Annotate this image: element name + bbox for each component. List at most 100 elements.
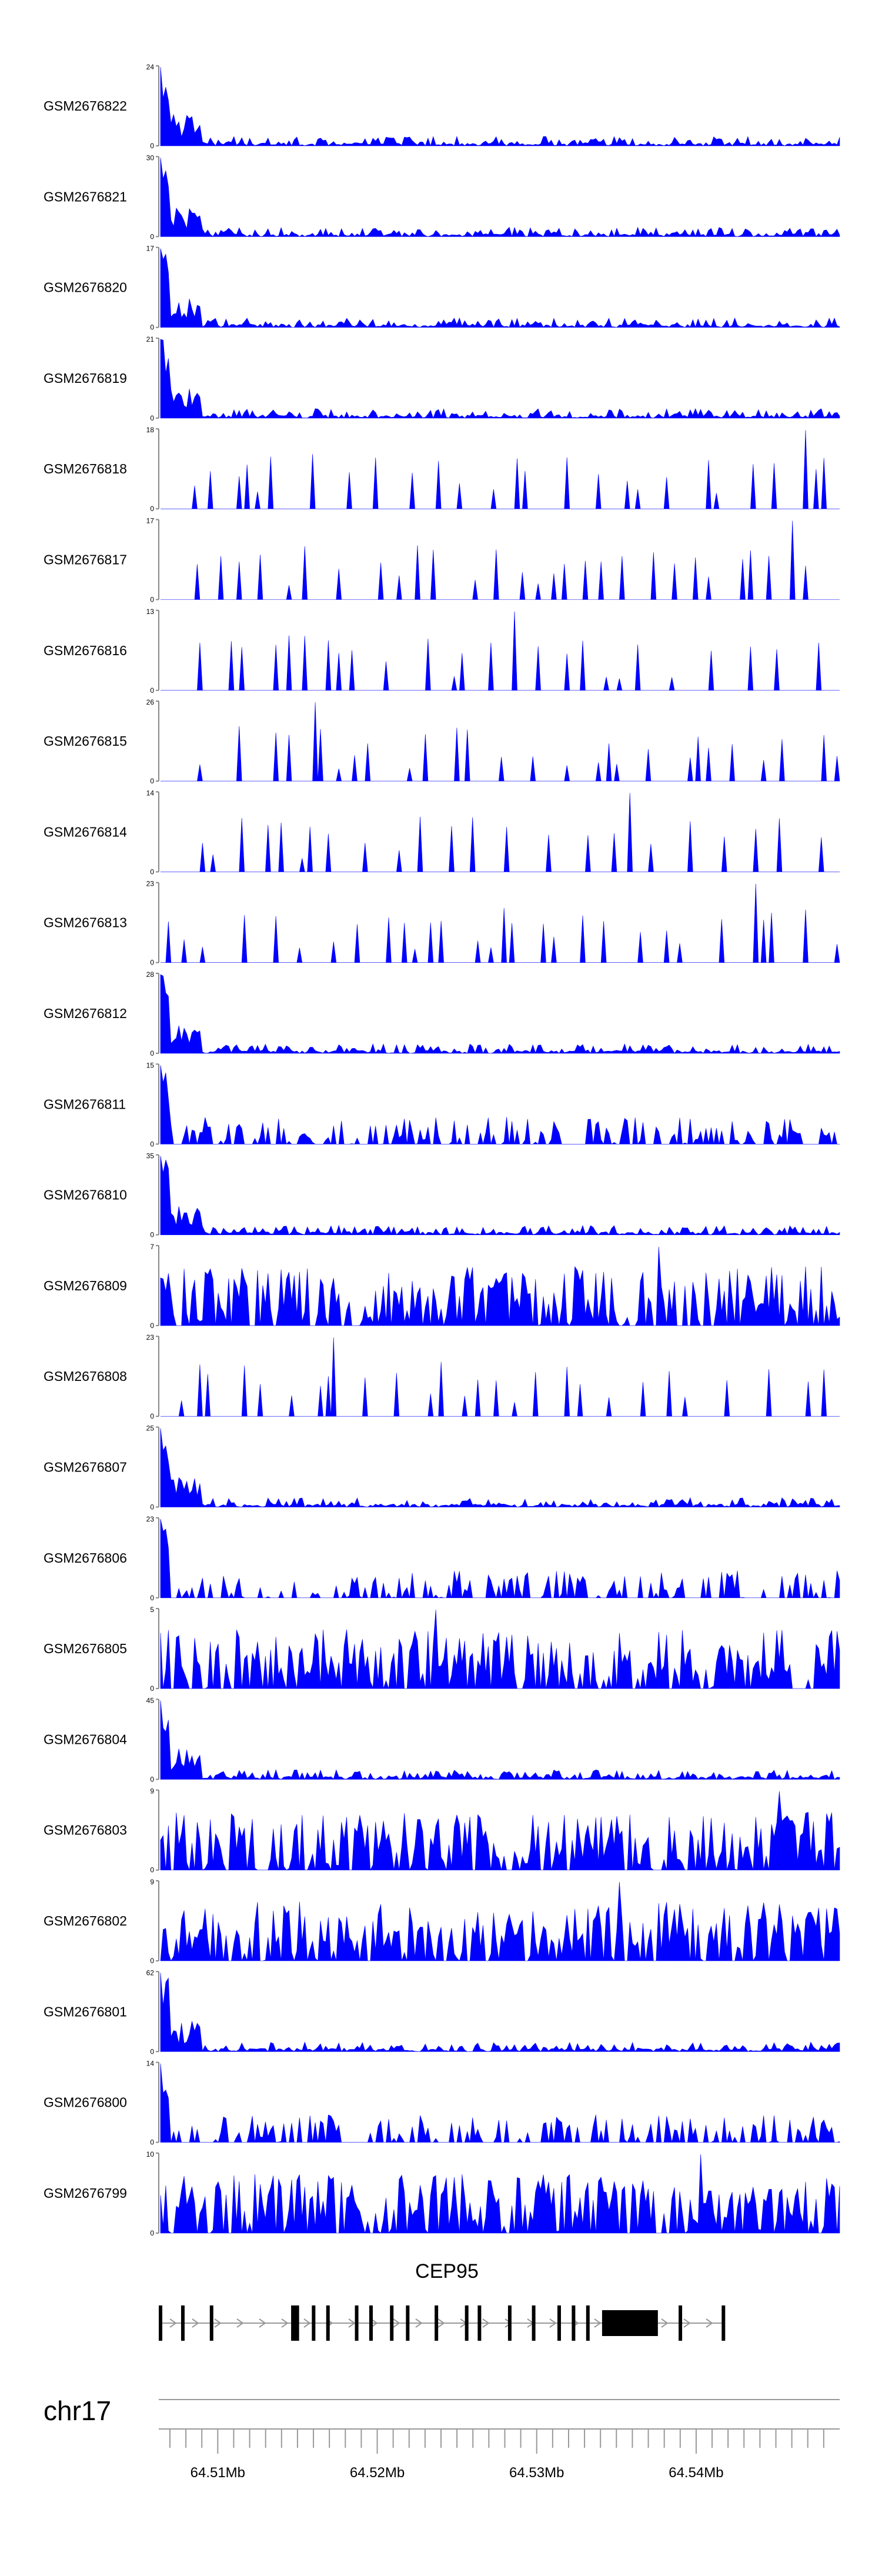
strand-arrow xyxy=(281,2318,289,2328)
track-y-max-label: 9 xyxy=(150,1787,154,1796)
track-y-max-label: 14 xyxy=(146,789,155,797)
strand-arrow xyxy=(415,2318,423,2328)
gene-exon xyxy=(507,2305,512,2341)
track-y-max-label: 7 xyxy=(150,1243,154,1251)
track-label: GSM2676817 xyxy=(44,552,127,568)
coverage-track: GSM2676821 30 0 xyxy=(44,154,840,241)
track-label: GSM2676804 xyxy=(44,1731,127,1747)
gene-exon xyxy=(209,2305,213,2341)
coverage-track: GSM2676805 5 0 xyxy=(44,1606,840,1693)
strand-arrow xyxy=(683,2318,691,2328)
gene-exon xyxy=(406,2305,410,2341)
track-y-max-label: 13 xyxy=(146,608,155,616)
gene-exon xyxy=(465,2305,469,2341)
track-label: GSM2676809 xyxy=(44,1278,127,1293)
coverage-track: GSM2676803 9 0 xyxy=(44,1787,840,1874)
gene-exon xyxy=(326,2305,330,2341)
track-label: GSM2676800 xyxy=(44,2095,127,2110)
strand-arrow xyxy=(549,2318,557,2328)
track-y-max-label: 62 xyxy=(146,1968,155,1977)
gene-exon xyxy=(369,2305,373,2341)
track-y-zero-label: 0 xyxy=(150,686,154,695)
coverage-tracks: GSM2676822240GSM2676821300GSM2676820170G… xyxy=(44,63,840,2237)
track-y-max-label: 25 xyxy=(146,1424,155,1433)
track-y-zero-label: 0 xyxy=(150,232,154,241)
track-y-zero-label: 0 xyxy=(150,777,154,785)
coverage-area xyxy=(161,702,840,782)
strand-arrow xyxy=(192,2318,199,2328)
gene-exon xyxy=(679,2305,683,2341)
strand-arrow xyxy=(482,2318,490,2328)
coverage-area xyxy=(161,520,840,600)
coverage-track: GSM2676822 24 0 xyxy=(44,63,840,150)
track-y-zero-label: 0 xyxy=(150,867,154,876)
coverage-track: GSM2676813 23 0 xyxy=(44,880,840,967)
coverage-track: GSM2676816 13 0 xyxy=(44,608,840,695)
coverage-area xyxy=(160,158,840,237)
coverage-track: GSM2676810 35 0 xyxy=(44,1152,840,1239)
strand-arrow xyxy=(348,2318,356,2328)
track-y-max-label: 45 xyxy=(146,1696,155,1704)
track-y-zero-label: 0 xyxy=(150,142,154,150)
coverage-track: GSM2676804 45 0 xyxy=(44,1696,840,1783)
genome-axis-ticks: 64.51Mb 64.52Mb 64.53Mb 64.54Mb xyxy=(169,2429,824,2481)
track-label: GSM2676799 xyxy=(44,2185,127,2201)
gene-exon xyxy=(586,2305,590,2341)
track-y-max-label: 21 xyxy=(146,335,155,343)
track-y-zero-label: 0 xyxy=(150,414,154,422)
track-y-max-label: 14 xyxy=(146,2060,155,2068)
track-y-zero-label: 0 xyxy=(150,1957,154,1965)
gene-exon xyxy=(390,2305,394,2341)
coverage-area xyxy=(161,611,840,691)
coverage-area xyxy=(160,974,840,1054)
track-y-zero-label: 0 xyxy=(150,1866,154,1874)
coverage-area xyxy=(161,430,840,509)
gene-exon xyxy=(312,2305,316,2341)
strand-arrow xyxy=(706,2318,713,2328)
gene-exon xyxy=(721,2305,726,2341)
strand-arrow xyxy=(661,2318,669,2328)
track-y-max-label: 23 xyxy=(146,880,155,888)
coverage-track: GSM2676815 26 0 xyxy=(44,698,840,785)
track-label: GSM2676819 xyxy=(44,371,127,386)
gene-exons xyxy=(159,2305,726,2341)
coverage-area xyxy=(160,339,840,419)
coverage-area xyxy=(161,1337,840,1417)
track-y-max-label: 10 xyxy=(146,2150,155,2158)
coverage-track: GSM2676809 7 0 xyxy=(44,1243,840,1330)
track-label: GSM2676806 xyxy=(44,1550,127,1566)
axis-tick-label: 64.52Mb xyxy=(350,2465,405,2481)
track-label: GSM2676820 xyxy=(44,280,127,295)
track-label: GSM2676821 xyxy=(44,189,127,204)
track-y-zero-label: 0 xyxy=(150,1231,154,1239)
coverage-track: GSM2676801 62 0 xyxy=(44,1968,840,2056)
coverage-area xyxy=(160,1881,840,1962)
coverage-track: GSM2676818 18 0 xyxy=(44,426,840,513)
strand-arrow xyxy=(214,2318,222,2328)
coverage-track: GSM2676806 23 0 xyxy=(44,1515,840,1602)
gene-exon xyxy=(159,2305,162,2341)
gene-exon xyxy=(355,2305,359,2341)
track-y-max-label: 23 xyxy=(146,1515,155,1523)
track-y-zero-label: 0 xyxy=(150,1684,154,1693)
strand-arrow xyxy=(437,2318,445,2328)
track-y-max-label: 15 xyxy=(146,1061,155,1069)
coverage-area xyxy=(160,1610,840,1689)
coverage-track: GSM2676819 21 0 xyxy=(44,335,840,422)
track-y-zero-label: 0 xyxy=(150,323,154,332)
axis-tick-label: 64.53Mb xyxy=(509,2465,564,2481)
gene-exon xyxy=(572,2305,576,2341)
strand-arrow xyxy=(594,2318,602,2328)
coverage-track: GSM2676799 10 0 xyxy=(44,2150,840,2237)
track-label: GSM2676803 xyxy=(44,1823,127,1838)
coverage-area xyxy=(160,1973,840,2052)
track-y-zero-label: 0 xyxy=(150,1049,154,1057)
coverage-area xyxy=(160,2154,840,2234)
track-label: GSM2676808 xyxy=(44,1369,127,1384)
track-label: GSM2676812 xyxy=(44,1006,127,1021)
track-y-zero-label: 0 xyxy=(150,1775,154,1783)
track-label: GSM2676816 xyxy=(44,643,127,658)
track-label: GSM2676818 xyxy=(44,461,127,476)
gene-track: CEP95 xyxy=(159,2260,726,2341)
